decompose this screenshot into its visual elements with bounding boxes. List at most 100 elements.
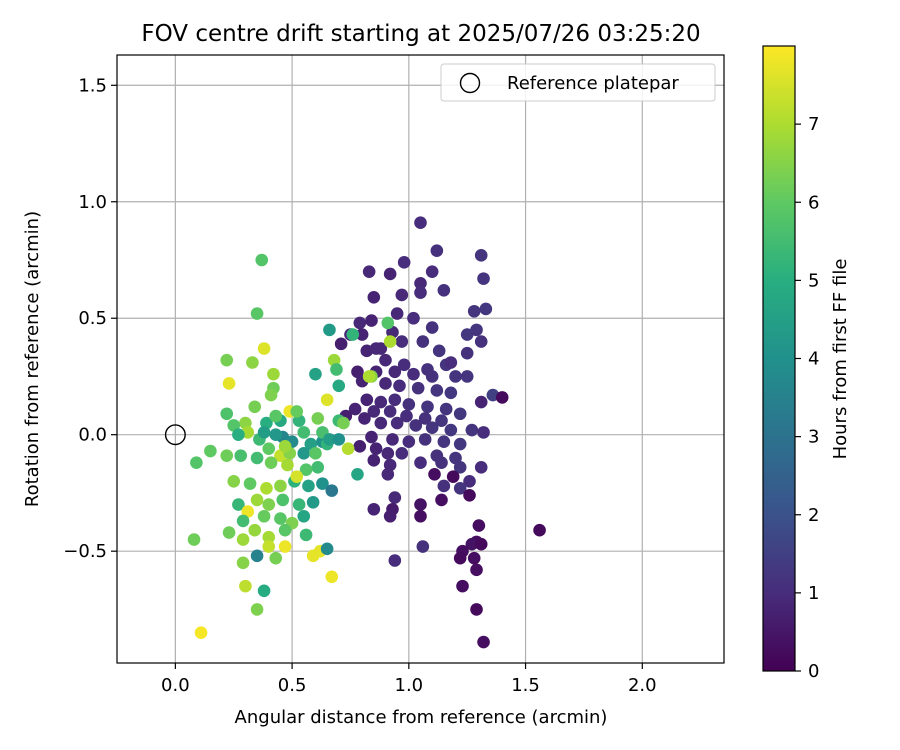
data-point [299,463,313,476]
data-point [407,367,420,381]
data-point [278,440,292,453]
data-point [400,409,413,423]
data-point [477,272,490,285]
data-point [395,335,409,348]
data-point [369,442,383,455]
data-point [453,461,467,474]
data-point [381,316,395,330]
data-point [267,367,280,381]
x-tick-label: 0.5 [278,675,307,696]
data-point [446,470,460,483]
data-point [269,409,283,423]
data-point [374,416,388,430]
data-point [325,570,339,584]
data-points [187,216,546,649]
data-point [460,328,474,341]
data-point [220,353,234,367]
data-point [355,328,369,341]
data-point [386,433,399,446]
data-point [470,323,483,337]
data-point [379,353,392,367]
data-point [320,393,334,407]
data-point [269,428,283,442]
data-point [250,549,264,563]
data-point [463,474,476,488]
y-axis-ticks: −0.5 0.0 0.5 1.0 1.5 [63,75,117,562]
data-point [393,379,406,393]
data-point [388,554,402,567]
data-point [222,526,236,539]
data-point [465,423,479,437]
data-point [444,356,458,369]
data-point [435,456,448,469]
data-point [414,509,427,523]
colorbar-label: Hours from first FF file [830,259,851,460]
data-point [337,416,350,430]
data-point [388,393,402,407]
colorbar-tick-label: 1 [808,583,819,604]
data-point [453,437,467,451]
data-point [474,395,488,409]
y-tick-label: −0.5 [63,541,107,562]
data-point [222,377,236,390]
data-point [425,421,439,435]
data-point [323,323,336,337]
data-point [418,433,432,446]
data-point [463,488,476,502]
data-point [227,474,241,488]
data-point [299,528,313,542]
data-point [264,456,278,469]
data-point [297,509,311,523]
data-point [297,447,311,460]
data-point [411,381,425,395]
data-point [430,384,444,397]
y-tick-label: 1.0 [78,192,107,213]
plot-frame [116,54,725,664]
data-point [474,461,488,474]
data-point [269,551,283,565]
legend: Reference platepar [440,63,716,102]
data-point [369,342,383,355]
data-point [353,316,367,330]
data-point [255,253,269,267]
data-point [402,398,416,411]
data-point [383,405,397,418]
data-point [220,449,234,462]
legend-box [440,63,716,102]
data-point [435,414,448,428]
data-point [262,442,276,455]
reference-marker [164,424,186,446]
data-point [360,393,374,407]
data-point [407,311,420,325]
data-point [304,437,318,451]
data-point [397,256,411,269]
data-point [351,468,364,481]
data-point [425,265,439,278]
colorbar-tick-label: 7 [808,114,819,135]
data-point [236,514,250,528]
data-point [430,244,444,257]
data-point [414,276,427,290]
data-point [395,288,409,302]
data-point [274,512,287,525]
data-point [479,302,493,316]
x-tick-label: 0.0 [161,675,190,696]
data-point [274,479,287,493]
data-point [302,479,315,493]
data-point [367,454,381,467]
legend-open-circle-icon [459,72,481,94]
colorbar [762,45,796,672]
data-point [297,426,311,439]
data-point [367,290,381,304]
data-point [444,423,458,437]
data-point [379,377,392,390]
data-point [388,491,402,504]
data-point [495,391,509,404]
data-point [460,346,474,360]
data-point [248,523,262,537]
data-point [453,551,467,565]
data-point [414,216,427,230]
data-point [234,449,248,462]
data-point [311,461,325,474]
